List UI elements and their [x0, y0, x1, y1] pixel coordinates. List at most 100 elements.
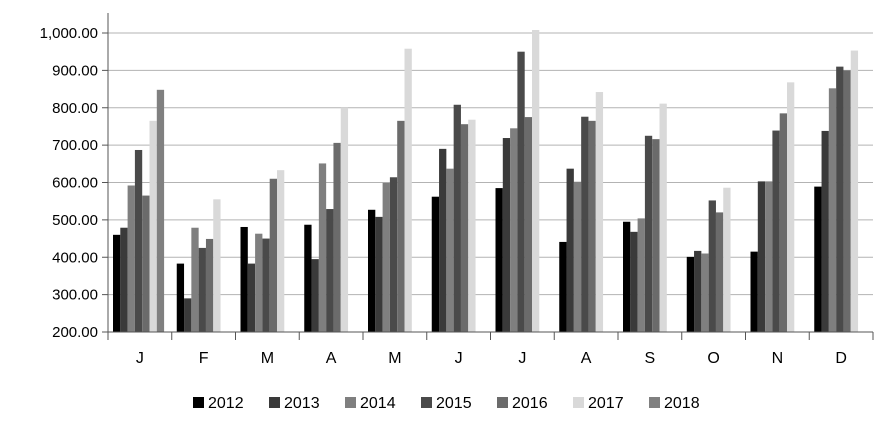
legend-label-2013: 2013: [284, 395, 320, 412]
legend-label-2012: 2012: [208, 395, 244, 412]
bar-2015-4: [326, 209, 334, 332]
bar-2016-10: [715, 212, 724, 332]
legend-label-2018: 2018: [664, 395, 700, 412]
bar-2014-1: [127, 185, 135, 332]
bar-2015-3: [262, 238, 270, 332]
bar-2012-5: [368, 209, 376, 332]
x-tick-label: J: [136, 350, 144, 367]
bar-2013-5: [375, 216, 383, 332]
bar-2012-6: [431, 196, 440, 332]
x-tick-label: S: [645, 350, 656, 367]
bar-2015-8: [581, 116, 589, 332]
x-tick-label: J: [455, 350, 463, 367]
bar-2012-4: [304, 224, 312, 332]
bar-2014-12: [828, 88, 837, 332]
bar-2015-10: [708, 200, 716, 332]
bar-2015-9: [644, 135, 653, 332]
bar-2017-4: [340, 107, 349, 332]
legend-label-2014: 2014: [360, 395, 396, 412]
gridlines: [108, 32, 873, 333]
bar-2014-10: [701, 253, 709, 332]
y-tick-label: 400.00: [52, 249, 98, 266]
bar-2014-6: [446, 168, 454, 332]
bar-2012-10: [686, 256, 695, 332]
bar-2016-7: [524, 117, 532, 332]
bar-2012-12: [814, 186, 822, 332]
y-tick-label: 800.00: [52, 100, 98, 117]
y-tick-label: 200.00: [52, 324, 98, 341]
x-tick-label: F: [199, 350, 209, 367]
x-tick-label: A: [581, 350, 592, 367]
legend: 2012 2013 2014 2015 2016 2017 2018: [193, 395, 700, 412]
bar-2012-11: [750, 251, 758, 332]
bar-2014-5: [382, 182, 390, 332]
x-tick-label: O: [707, 350, 719, 367]
bar-2016-4: [333, 142, 341, 332]
bar-2015-1: [134, 149, 143, 332]
legend-swatch-2013: [269, 397, 280, 408]
bar-2013-11: [757, 181, 766, 332]
bar-2017-1: [149, 120, 157, 332]
bar-2014-3: [255, 233, 263, 332]
x-tick-label: N: [772, 350, 784, 367]
bar-2013-9: [630, 231, 638, 332]
bar-2016-6: [460, 124, 469, 332]
legend-swatch-2014: [345, 397, 356, 408]
bar-2017-8: [595, 92, 604, 333]
x-tick-label: A: [326, 350, 337, 367]
bar-2013-6: [439, 148, 447, 332]
bar-2016-3: [269, 178, 277, 332]
x-tick-label: M: [261, 350, 274, 367]
legend-swatch-2012: [193, 397, 204, 408]
x-tick-label: M: [388, 350, 401, 367]
bar-2015-2: [198, 247, 206, 332]
legend-swatch-2016: [497, 397, 508, 408]
legend-label-2017: 2017: [588, 395, 624, 412]
bar-2016-1: [142, 195, 150, 332]
bar-2013-7: [502, 138, 511, 332]
bar-2016-2: [205, 238, 214, 332]
legend-swatch-2017: [573, 397, 584, 408]
bar-2016-12: [843, 70, 851, 332]
bar-2012-9: [623, 221, 631, 332]
bar-2012-3: [240, 226, 248, 332]
bar-2013-1: [120, 227, 128, 332]
bars: [113, 30, 859, 333]
bar-2013-2: [184, 298, 192, 332]
x-tick-label: J: [518, 350, 526, 367]
bar-2017-11: [787, 82, 795, 333]
bar-2016-5: [397, 120, 405, 332]
legend-label-2016: 2016: [512, 395, 548, 412]
legend-label-2015: 2015: [436, 395, 472, 412]
bar-2017-10: [723, 187, 731, 332]
bar-2014-11: [765, 181, 773, 332]
y-tick-label: 300.00: [52, 287, 98, 304]
bar-2016-9: [652, 139, 660, 332]
y-tick-label: 1,000.00: [40, 25, 98, 42]
axes: 200.00 300.00 400.00 500.00 600.00 700.00 800.…: [40, 13, 874, 367]
bar-2014-9: [637, 218, 645, 332]
bar-2013-8: [566, 168, 574, 332]
bar-2017-6: [468, 119, 476, 333]
bar-2017-7: [532, 30, 540, 332]
bar-2017-12: [850, 50, 859, 332]
bar-2012-1: [113, 234, 121, 332]
bar-2012-7: [495, 188, 503, 332]
bar-2015-11: [772, 130, 780, 332]
bar-2012-2: [176, 263, 185, 332]
bar-2017-5: [404, 48, 412, 332]
bar-2018-1: [156, 89, 165, 332]
bar-2013-10: [694, 250, 702, 332]
bar-2017-3: [277, 170, 285, 332]
bar-2014-7: [510, 128, 518, 332]
bar-2016-11: [779, 113, 787, 332]
bar-2017-9: [659, 103, 667, 332]
bar-2015-12: [836, 66, 844, 332]
x-tick-label: D: [835, 350, 847, 367]
bar-2015-6: [453, 104, 461, 332]
bar-2016-8: [588, 120, 596, 332]
bar-2017-2: [213, 199, 221, 332]
legend-swatch-2018: [649, 397, 660, 408]
